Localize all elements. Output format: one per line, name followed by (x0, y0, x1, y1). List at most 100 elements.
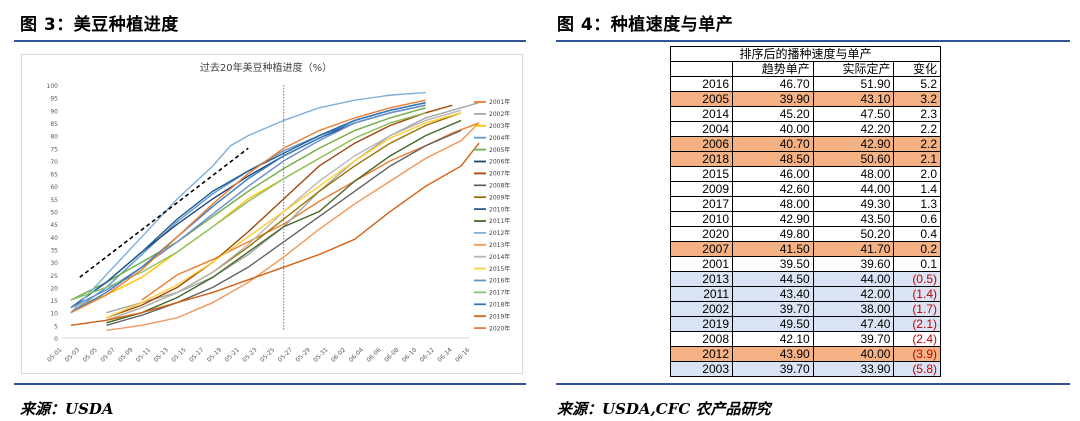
cell-year: 2020 (670, 226, 733, 242)
cell-trend: 39.90 (732, 91, 814, 107)
cell-actual: 47.50 (812, 106, 895, 122)
planting-progress-chart-frame: 过去20年美豆种植进度（%） 0 5 10 15 20 25 30 35 40 45 50 55 60 65… (21, 54, 523, 374)
cell-actual: 38.00 (812, 301, 895, 317)
y-tick-label: 5 (54, 323, 58, 330)
y-tick-label: 95 (50, 96, 58, 103)
y-tick-label: 40 (50, 235, 58, 242)
x-tick-label: 05-25 (259, 346, 276, 363)
table-row: 2014 45.20 47.50 2.3 (670, 106, 941, 122)
table-row: 2012 43.90 40.00 (3.9) (670, 346, 941, 362)
legend-label: 2019年 (489, 312, 510, 320)
table-row: 2001 39.50 39.60 0.1 (670, 256, 941, 272)
col-header-actual: 实际定产 (812, 61, 895, 77)
cell-year: 2011 (670, 286, 733, 302)
cell-change: 2.2 (893, 121, 941, 137)
cell-change: 3.2 (893, 91, 941, 107)
table-title: 排序后的播种速度与单产 (670, 46, 941, 62)
cell-year: 2017 (670, 196, 733, 212)
cell-actual: 42.90 (812, 136, 895, 152)
x-tick-label: 05-17 (188, 346, 205, 363)
cell-year: 2019 (670, 316, 733, 332)
col-header-change: 变化 (893, 61, 941, 77)
cell-change: 2.3 (893, 106, 941, 122)
legend-label: 2014年 (489, 253, 510, 261)
figure-3-title: 图 3：美豆种植进度 (20, 15, 179, 35)
cell-year: 2012 (670, 346, 733, 362)
cell-actual: 44.00 (812, 181, 895, 197)
legend-label: 2018年 (489, 301, 510, 309)
right-title-rule (556, 40, 1070, 42)
y-tick-label: 60 (50, 184, 58, 191)
table-row: 2018 48.50 50.60 2.1 (670, 151, 941, 167)
y-tick-label: 15 (50, 298, 58, 305)
cell-year: 2014 (670, 106, 733, 122)
cell-year: 2004 (670, 121, 733, 137)
x-tick-label: 05-01 (46, 346, 63, 363)
cell-year: 2018 (670, 151, 733, 167)
cell-trend: 42.10 (732, 331, 814, 347)
cell-actual: 42.00 (812, 286, 895, 302)
y-tick-label: 70 (50, 159, 58, 166)
series-line (106, 104, 453, 319)
cell-change: 0.1 (893, 256, 941, 272)
y-tick-label: 45 (50, 222, 58, 229)
table-row: 2005 39.90 43.10 3.2 (670, 91, 941, 107)
cell-change: 0.4 (893, 226, 941, 242)
cell-change: (1.4) (893, 286, 941, 302)
cell-actual: 39.60 (812, 256, 895, 272)
x-tick-label: 06-14 (436, 346, 453, 363)
cell-change: 1.3 (893, 196, 941, 212)
cell-change: 2.2 (893, 136, 941, 152)
legend-label: 2015年 (489, 265, 510, 273)
y-tick-label: 100 (47, 83, 59, 90)
x-tick-label: 05-19 (206, 346, 223, 363)
x-tick-label: 05-21 (224, 346, 241, 363)
series-line (70, 102, 426, 309)
x-tick-label: 05-11 (135, 346, 152, 363)
table-row: 2011 43.40 42.00 (1.4) (670, 286, 941, 302)
cell-actual: 49.30 (812, 196, 895, 212)
table-row: 2003 39.70 33.90 (5.8) (670, 361, 941, 377)
legend-label: 2020年 (489, 324, 510, 332)
series-line (70, 99, 426, 314)
y-tick-label: 20 (50, 285, 58, 292)
right-bottom-rule (556, 383, 1070, 385)
cell-trend: 42.90 (732, 211, 814, 227)
table-row: 2015 46.00 48.00 2.0 (670, 166, 941, 182)
x-tick-label: 06-10 (401, 346, 418, 363)
cell-trend: 49.80 (732, 226, 814, 242)
x-tick-label: 05-13 (153, 346, 170, 363)
legend-label: 2010年 (489, 205, 510, 213)
cell-actual: 44.00 (812, 271, 895, 287)
table-row: 2006 40.70 42.90 2.2 (670, 136, 941, 152)
left-bottom-rule (14, 383, 526, 385)
legend-label: 2011年 (489, 217, 510, 225)
cell-trend: 42.60 (732, 181, 814, 197)
series-line (70, 142, 480, 327)
x-tick-label: 05-03 (64, 346, 81, 363)
cell-year: 2013 (670, 271, 733, 287)
x-tick-label: 06-02 (330, 346, 347, 363)
cell-actual: 40.00 (812, 346, 895, 362)
cell-change: 0.2 (893, 241, 941, 257)
cell-actual: 48.00 (812, 166, 895, 182)
cell-trend: 46.00 (732, 166, 814, 182)
y-tick-label: 35 (50, 247, 58, 254)
x-tick-label: 06-06 (365, 346, 382, 363)
legend-label: 2012年 (489, 229, 510, 237)
yield-table: 排序后的播种速度与单产 趋势单产 实际定产 变化 2016 46.70 51.90 5… (670, 46, 941, 377)
cell-year: 2008 (670, 331, 733, 347)
y-tick-label: 10 (50, 311, 58, 318)
cell-trend: 41.50 (732, 241, 814, 257)
x-tick-label: 06-16 (454, 346, 471, 363)
series-line (141, 122, 480, 301)
left-title-rule (14, 40, 526, 42)
table-row: 2007 41.50 41.70 0.2 (670, 241, 941, 257)
table-row: 2017 48.00 49.30 1.3 (670, 196, 941, 212)
legend-label: 2017年 (489, 289, 510, 297)
series-line (106, 102, 480, 314)
legend-label: 2013年 (489, 241, 510, 249)
x-tick-label: 05-27 (277, 346, 294, 363)
y-tick-label: 80 (50, 134, 58, 141)
series-line (106, 112, 462, 319)
